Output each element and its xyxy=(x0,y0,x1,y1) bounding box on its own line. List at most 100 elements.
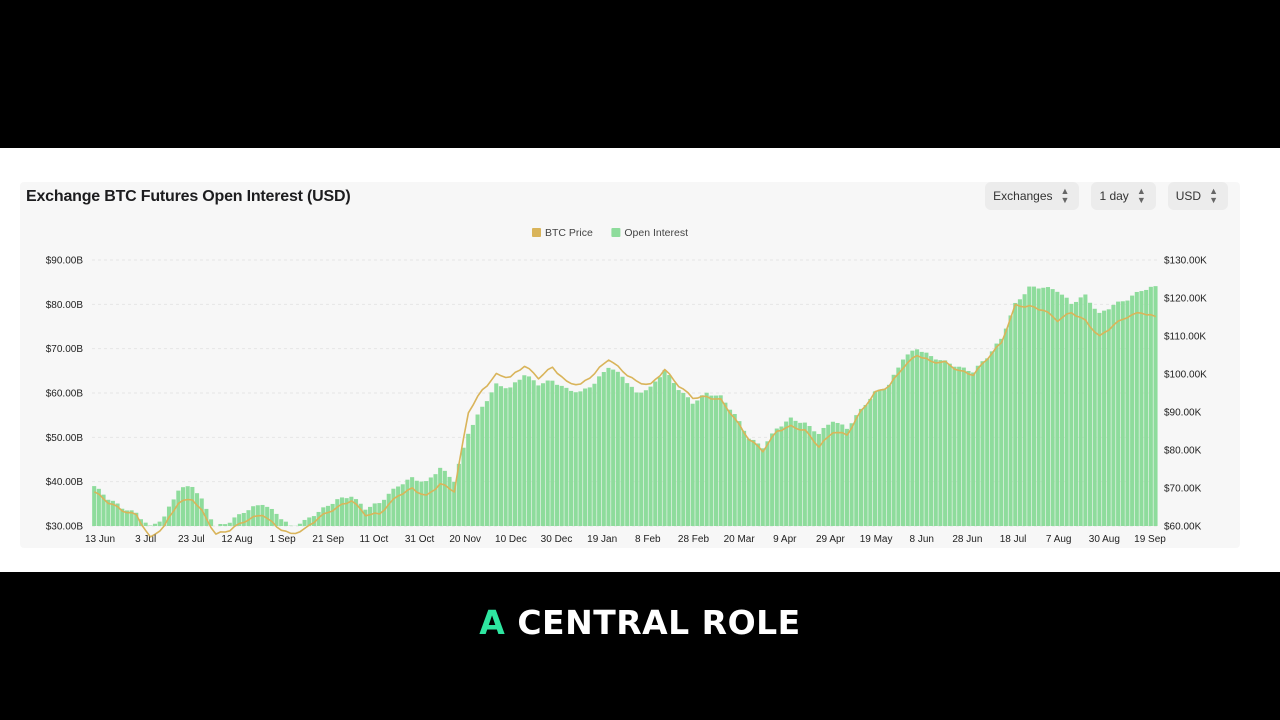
oi-bar xyxy=(751,439,756,526)
oi-bar xyxy=(106,499,111,526)
y-left-tick-label: $60.00B xyxy=(46,389,84,400)
oi-bar xyxy=(671,382,676,526)
oi-bar xyxy=(559,385,564,526)
x-tick-label: 28 Feb xyxy=(678,534,710,545)
oi-bar xyxy=(901,359,906,526)
oi-bar xyxy=(190,486,195,526)
oi-bar xyxy=(508,387,513,526)
oi-bar xyxy=(629,386,634,526)
oi-bar xyxy=(564,387,569,526)
oi-bar xyxy=(461,447,466,526)
oi-bar xyxy=(279,519,284,526)
oi-bar xyxy=(447,476,452,526)
oi-bar xyxy=(639,392,644,526)
oi-bar xyxy=(742,430,747,526)
btc-price-line xyxy=(93,303,1156,538)
oi-bar xyxy=(540,383,546,526)
oi-bar xyxy=(489,392,494,526)
oi-bar xyxy=(690,403,695,526)
oi-bar xyxy=(1003,328,1008,526)
oi-bar xyxy=(802,422,807,526)
x-tick-label: 9 Apr xyxy=(773,534,797,545)
interval-select[interactable]: 1 day ▲ ▼ xyxy=(1091,182,1156,210)
oi-bar xyxy=(961,367,966,526)
oi-bar xyxy=(232,517,237,526)
y-left-tick-label: $90.00B xyxy=(46,256,84,267)
oi-bar xyxy=(1031,286,1036,526)
chart-controls: Exchanges ▲ ▼ 1 day ▲ ▼ USD ▲ ▼ xyxy=(985,182,1228,210)
oi-bar xyxy=(344,498,349,526)
oi-bar xyxy=(648,386,653,526)
oi-bar xyxy=(1083,294,1088,526)
oi-bar xyxy=(938,360,943,526)
oi-bar xyxy=(830,421,835,526)
oi-bar xyxy=(209,519,214,526)
oi-bar xyxy=(368,506,373,526)
oi-bar xyxy=(807,426,812,526)
oi-bar xyxy=(349,496,354,526)
oi-bar xyxy=(115,503,120,526)
oi-bar xyxy=(386,493,391,526)
currency-select[interactable]: USD ▲ ▼ xyxy=(1167,182,1228,210)
oi-bar xyxy=(92,486,97,526)
oi-bar xyxy=(999,338,1004,526)
chevron-updown-icon: ▲ ▼ xyxy=(1209,186,1218,205)
x-tick-label: 8 Jun xyxy=(910,534,934,545)
oi-bar xyxy=(1116,301,1121,526)
oi-bar xyxy=(905,354,910,526)
oi-bar xyxy=(555,384,560,526)
oi-bar xyxy=(1073,301,1079,526)
oi-bar xyxy=(896,367,901,526)
oi-bar xyxy=(353,499,359,526)
oi-bar xyxy=(171,499,176,526)
oi-bar xyxy=(573,392,578,526)
oi-bar xyxy=(237,514,242,526)
oi-bar xyxy=(732,413,737,526)
oi-bar xyxy=(321,507,326,526)
oi-bar xyxy=(835,422,840,526)
oi-bar xyxy=(597,376,602,526)
oi-bar xyxy=(615,371,620,526)
oi-bar xyxy=(180,487,186,526)
x-tick-label: 29 Apr xyxy=(816,534,846,545)
oi-bar xyxy=(765,441,770,526)
legend-swatch xyxy=(532,228,541,237)
oi-bar xyxy=(1102,310,1107,526)
x-tick-label: 7 Aug xyxy=(1046,534,1072,545)
oi-bar xyxy=(1139,291,1144,526)
x-tick-label: 30 Dec xyxy=(541,534,573,545)
oi-bar xyxy=(1059,294,1065,526)
oi-bar xyxy=(826,424,831,526)
oi-bar xyxy=(424,481,429,526)
oi-bar xyxy=(129,510,134,526)
oi-bar xyxy=(522,375,527,526)
oi-bar xyxy=(985,358,990,526)
oi-bar xyxy=(1125,300,1130,526)
oi-bar xyxy=(148,525,153,526)
oi-bar xyxy=(858,408,863,526)
y-right-tick-label: $130.00K xyxy=(1164,256,1207,267)
x-tick-label: 13 Jun xyxy=(85,534,115,545)
oi-bar xyxy=(218,523,223,526)
x-tick-label: 20 Nov xyxy=(449,534,481,545)
oi-bar xyxy=(498,386,503,526)
oi-bar xyxy=(910,350,915,526)
oi-bar xyxy=(1008,315,1013,526)
oi-bar xyxy=(363,509,368,526)
oi-bar xyxy=(494,383,499,526)
oi-bar xyxy=(1069,303,1074,526)
exchanges-select[interactable]: Exchanges ▲ ▼ xyxy=(985,182,1080,210)
oi-bar xyxy=(157,521,162,526)
oi-bar xyxy=(410,477,415,526)
oi-bar xyxy=(545,380,550,526)
oi-bar xyxy=(517,379,522,526)
oi-bar xyxy=(662,370,667,526)
y-right-tick-label: $110.00K xyxy=(1164,332,1206,343)
oi-bar xyxy=(685,397,691,526)
legend-swatch xyxy=(611,228,621,237)
oi-bar xyxy=(438,467,443,526)
oi-bar xyxy=(756,443,761,526)
oi-bar xyxy=(325,505,330,526)
oi-bar xyxy=(1036,288,1041,526)
oi-bar xyxy=(1013,302,1018,526)
